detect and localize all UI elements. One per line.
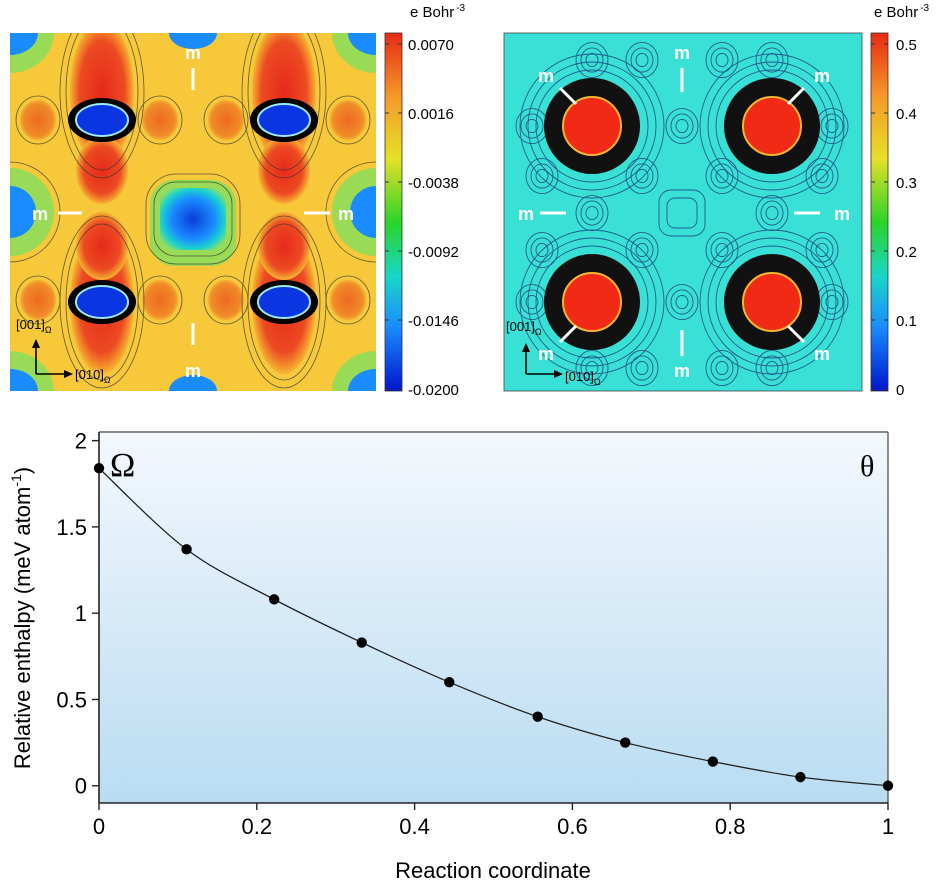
map-right-atom-sites bbox=[544, 78, 820, 350]
y-tick-label: 1 bbox=[75, 601, 87, 626]
map-left-axis-horizontal-sub: Ω bbox=[104, 375, 111, 385]
x-tick-label: 0.2 bbox=[242, 814, 273, 839]
map-left-axes-indicator: [001]Ω [010]Ω bbox=[16, 317, 111, 385]
map-right-axis-vertical: [001] bbox=[506, 319, 535, 334]
map-left-m-label-bottom: m bbox=[185, 361, 201, 381]
charge-density-map-left: m m m m [001]Ω [010]Ω 0.0070 0.0016 -0.003… bbox=[0, 0, 476, 410]
map-left-orange-blobs bbox=[20, 100, 366, 320]
series-line bbox=[98, 467, 889, 787]
y-tick-label: 0 bbox=[75, 774, 87, 799]
data-point bbox=[882, 780, 894, 791]
data-point bbox=[356, 637, 367, 648]
map-left-contours bbox=[10, 33, 376, 389]
map-right-colorbar-label: 0 bbox=[896, 382, 904, 399]
map-right-axis-horizontal: [010] bbox=[565, 369, 594, 384]
map-left-colorbar-label: 0.0016 bbox=[408, 106, 454, 123]
map-right-colorbar-label: 0.5 bbox=[896, 37, 917, 54]
data-point bbox=[444, 677, 455, 688]
map-left-m-label-top: m bbox=[185, 43, 201, 63]
y-axis-label-main: Relative enthalpy (meV atom bbox=[10, 487, 35, 769]
map-left-m-label-left: m bbox=[32, 204, 48, 224]
y-axis-label-exp: -1 bbox=[8, 474, 24, 487]
data-point bbox=[532, 711, 543, 722]
map-left-colorbar-label: -0.0092 bbox=[408, 244, 459, 261]
map-left-center-blue bbox=[160, 188, 226, 250]
map-right-colorbar-unit-exp: -3 bbox=[920, 3, 929, 14]
map-right-svg: m m m m m m m m [001]Ω [010]Ω 0.50.40.30… bbox=[503, 3, 930, 399]
annotation-omega: Ω bbox=[110, 447, 135, 484]
map-right-m-label-bottom: m bbox=[674, 361, 690, 381]
map-left-colorbar-unit: e Bohr bbox=[410, 4, 454, 21]
x-tick-label: 0.4 bbox=[399, 814, 430, 839]
map-right-colorbar-unit: e Bohr bbox=[874, 4, 918, 21]
data-point bbox=[707, 756, 719, 767]
x-tick-label: 0.8 bbox=[715, 814, 746, 839]
map-right-axes-indicator: [001]Ω [010]Ω bbox=[506, 319, 601, 387]
svg-text:[001]Ω: [001]Ω bbox=[16, 317, 52, 335]
map-right-axis-horizontal-sub: Ω bbox=[594, 377, 601, 387]
map-left-colorbar-label: -0.0038 bbox=[408, 175, 459, 192]
map-right-colorbar-label: 0.1 bbox=[896, 313, 917, 330]
charge-density-map-right: m m m m m m m m [001]Ω [010]Ω 0.5 0.4 0.3 0… bbox=[476, 0, 952, 410]
svg-text:[010]Ω: [010]Ω bbox=[75, 367, 111, 385]
map-left-colorbar-label: -0.0200 bbox=[408, 382, 459, 399]
map-left-axis-vertical: [001] bbox=[16, 317, 45, 332]
map-right-m-label-top: m bbox=[674, 43, 690, 63]
map-right-m-label-tl: m bbox=[538, 66, 554, 86]
x-tick-label: 1 bbox=[882, 814, 894, 839]
annotation-theta: θ bbox=[860, 450, 874, 483]
svg-text:e Bohr-3: e Bohr -3 bbox=[410, 3, 466, 21]
x-tick-label: 0 bbox=[93, 814, 105, 839]
data-point bbox=[620, 737, 631, 748]
svg-text:[001]Ω: [001]Ω bbox=[506, 319, 542, 337]
map-left-m-markers bbox=[58, 68, 330, 345]
y-tick-label: 1.5 bbox=[56, 515, 87, 540]
map-right-colorbar-label: 0.2 bbox=[896, 244, 917, 261]
map-right-axis-vertical-sub: Ω bbox=[535, 327, 542, 337]
map-left-svg: m m m m [001]Ω [010]Ω 0.00700.0016-0.003… bbox=[10, 3, 466, 399]
plot-area bbox=[99, 432, 888, 803]
map-right-m-label-left: m bbox=[518, 204, 534, 224]
data-point bbox=[795, 771, 806, 783]
map-left-axis-horizontal: [010] bbox=[75, 367, 104, 382]
enthalpy-chart: 0 0.5 1 1.5 2 0 0.2 0.4 0.6 0.8 1 Ω θ Reaction co… bbox=[0, 410, 952, 886]
enthalpy-chart-svg: 0 0.5 1 1.5 2 0 0.2 0.4 0.6 0.8 1 Ω θ Reaction co… bbox=[8, 429, 894, 883]
map-left-colorbar-label: -0.0146 bbox=[408, 313, 459, 330]
map-left-colorbar-unit-exp: -3 bbox=[456, 3, 465, 14]
y-axis-label-close: ) bbox=[10, 467, 35, 474]
data-point bbox=[268, 594, 280, 605]
map-left-colorbar-label: 0.0070 bbox=[408, 37, 454, 54]
y-tick-label: 0.5 bbox=[56, 687, 87, 712]
map-right-m-markers bbox=[540, 68, 820, 356]
map-left-colorbar bbox=[384, 32, 403, 392]
map-right-m-label-br: m bbox=[814, 344, 830, 364]
svg-text:[010]Ω: [010]Ω bbox=[565, 369, 601, 387]
y-tick-label: 2 bbox=[75, 429, 87, 454]
x-axis-label: Reaction coordinate bbox=[395, 858, 591, 883]
map-right-colorbar-label: 0.3 bbox=[896, 175, 917, 192]
map-left-axis-vertical-sub: Ω bbox=[45, 325, 52, 335]
y-axis-label: Relative enthalpy (meV atom-1) bbox=[8, 467, 35, 769]
map-right-m-label-right: m bbox=[834, 204, 850, 224]
map-right-contours bbox=[515, 41, 849, 387]
map-right-m-label-bl: m bbox=[538, 344, 554, 364]
data-point bbox=[93, 463, 105, 474]
map-left-m-label-right: m bbox=[338, 204, 354, 224]
map-right-colorbar bbox=[870, 32, 889, 392]
map-right-m-label-tr: m bbox=[814, 66, 830, 86]
map-left-atom-sites bbox=[68, 98, 318, 324]
svg-text:e Bohr-3: e Bohr -3 bbox=[874, 3, 930, 21]
data-point bbox=[181, 544, 192, 555]
x-tick-label: 0.6 bbox=[557, 814, 588, 839]
map-right-colorbar-label: 0.4 bbox=[896, 106, 917, 123]
